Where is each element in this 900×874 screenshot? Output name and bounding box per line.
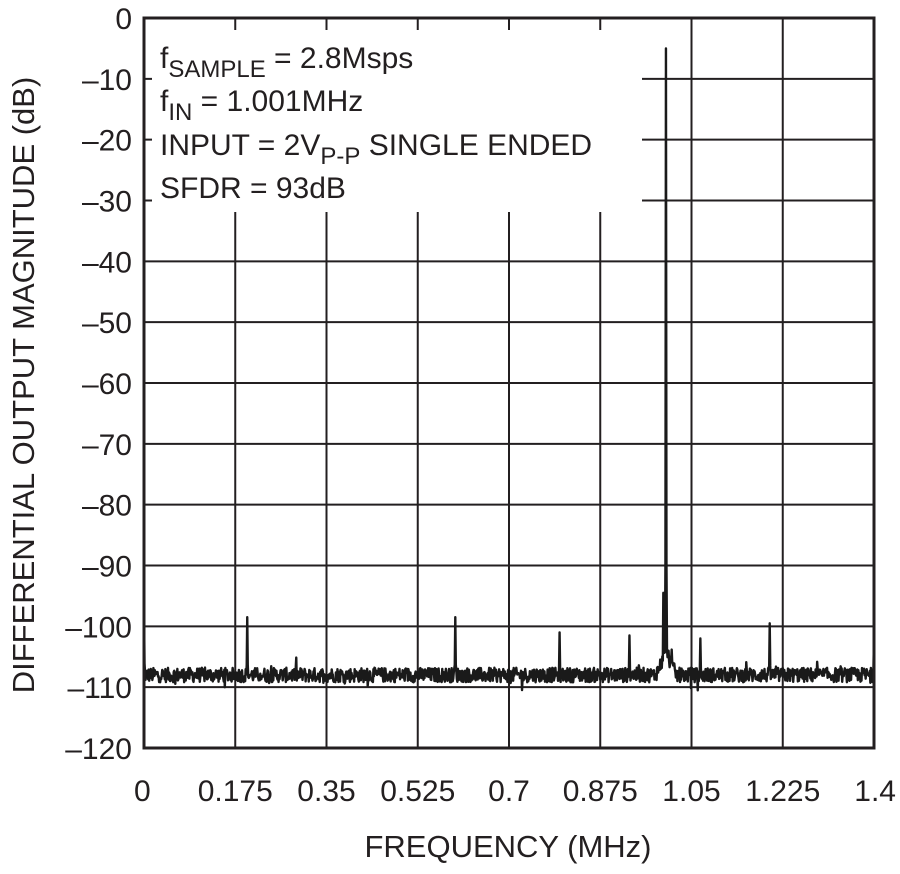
annotation-background	[152, 30, 642, 212]
y-tick-label: –110	[67, 672, 132, 705]
x-tick-label: 0.35	[297, 775, 355, 808]
annotation-sample-rate: fSAMPLE = 2.8Msps	[160, 42, 413, 83]
annotation-block: fSAMPLE = 2.8Msps fIN = 1.001MHz INPUT =…	[160, 42, 592, 205]
x-axis-label: FREQUENCY (MHz)	[364, 829, 651, 864]
y-tick-label: –30	[82, 186, 132, 219]
y-tick-label: 0	[115, 3, 132, 36]
y-tick-label: –20	[82, 125, 132, 158]
y-tick-label: –50	[82, 307, 132, 340]
annotation-sfdr: SFDR = 93dB	[160, 172, 346, 205]
y-tick-label: –80	[82, 490, 132, 523]
y-tick-label: –60	[82, 368, 132, 401]
x-tick-label: 1.05	[662, 775, 720, 808]
y-tick-labels: 0 –10 –20 –30 –40 –50 –60 –70 –80 –90 –100 –110 –120	[65, 3, 132, 766]
x-tick-label: 0.875	[563, 775, 638, 808]
y-tick-label: –10	[82, 64, 132, 97]
spectrum-trace	[142, 47, 876, 692]
y-tick-label: –100	[65, 611, 132, 644]
x-tick-label: 1.4	[854, 775, 896, 808]
annotation-input-frequency: fIN = 1.001MHz	[160, 85, 363, 126]
y-tick-label: –40	[82, 246, 132, 279]
annotation-input-level: INPUT = 2VP-P SINGLE ENDED	[160, 129, 592, 170]
y-tick-label: –120	[65, 733, 132, 766]
y-axis-label: DIFFERENTIAL OUTPUT MAGNITUDE (dB)	[6, 77, 41, 694]
x-tick-labels: 0 0.175 0.35 0.525 0.7 0.875 1.05 1.225 1.4	[134, 775, 896, 808]
x-tick-label: 0	[134, 775, 151, 808]
x-tick-label: 0.175	[198, 775, 273, 808]
plot-frame	[142, 16, 876, 750]
grid-lines	[144, 18, 874, 748]
x-tick-label: 0.525	[380, 775, 455, 808]
y-tick-label: –70	[82, 429, 132, 462]
x-tick-label: 0.7	[488, 775, 530, 808]
x-tick-label: 1.225	[745, 775, 820, 808]
y-tick-label: –90	[82, 551, 132, 584]
